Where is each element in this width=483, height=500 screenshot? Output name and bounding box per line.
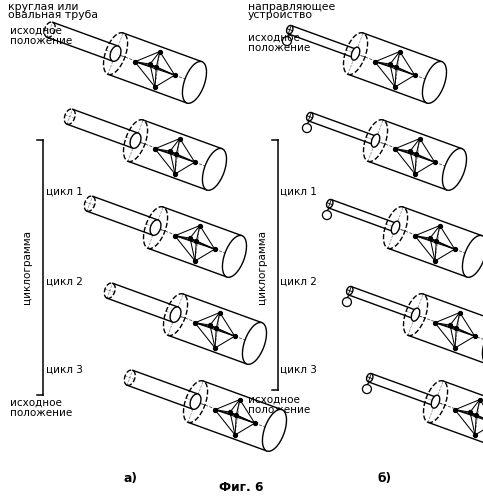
- Text: цикл 3: цикл 3: [46, 365, 83, 375]
- Ellipse shape: [347, 286, 353, 295]
- Ellipse shape: [183, 62, 207, 104]
- Ellipse shape: [462, 236, 483, 278]
- Ellipse shape: [170, 307, 181, 322]
- Ellipse shape: [412, 308, 420, 321]
- Ellipse shape: [307, 112, 313, 121]
- Ellipse shape: [242, 322, 267, 364]
- Ellipse shape: [202, 148, 227, 190]
- Ellipse shape: [130, 133, 141, 148]
- Ellipse shape: [286, 26, 293, 34]
- Text: направляющее: направляющее: [248, 2, 335, 12]
- Text: исходное: исходное: [248, 33, 300, 43]
- Text: исходное: исходное: [248, 395, 300, 405]
- Ellipse shape: [110, 46, 121, 62]
- Ellipse shape: [423, 62, 446, 104]
- Text: положение: положение: [10, 36, 72, 46]
- Ellipse shape: [327, 200, 333, 208]
- Ellipse shape: [150, 220, 161, 236]
- Text: б): б): [378, 472, 392, 485]
- Text: положение: положение: [248, 43, 310, 53]
- Ellipse shape: [371, 134, 380, 147]
- Text: овальная труба: овальная труба: [8, 10, 98, 20]
- Text: устройство: устройство: [248, 10, 313, 20]
- Text: цикл 1: цикл 1: [46, 187, 83, 197]
- Text: циклограмма: циклограмма: [257, 230, 267, 304]
- Ellipse shape: [431, 395, 440, 408]
- Text: а): а): [123, 472, 137, 485]
- Text: исходное: исходное: [10, 398, 62, 408]
- Ellipse shape: [190, 394, 201, 409]
- Ellipse shape: [262, 410, 286, 452]
- Text: цикл 1: цикл 1: [280, 187, 317, 197]
- Text: круглая или: круглая или: [8, 2, 79, 12]
- Ellipse shape: [367, 374, 373, 382]
- Text: положение: положение: [248, 405, 310, 415]
- Text: цикл 3: цикл 3: [280, 365, 317, 375]
- Text: цикл 2: цикл 2: [46, 277, 83, 287]
- Ellipse shape: [351, 47, 360, 60]
- Text: положение: положение: [10, 408, 72, 418]
- Ellipse shape: [391, 221, 400, 234]
- Ellipse shape: [442, 148, 467, 190]
- Text: циклограмма: циклограмма: [22, 230, 32, 304]
- Ellipse shape: [223, 236, 246, 278]
- Text: цикл 2: цикл 2: [280, 277, 317, 287]
- Text: Фиг. 6: Фиг. 6: [219, 481, 263, 494]
- Text: исходное: исходное: [10, 26, 62, 36]
